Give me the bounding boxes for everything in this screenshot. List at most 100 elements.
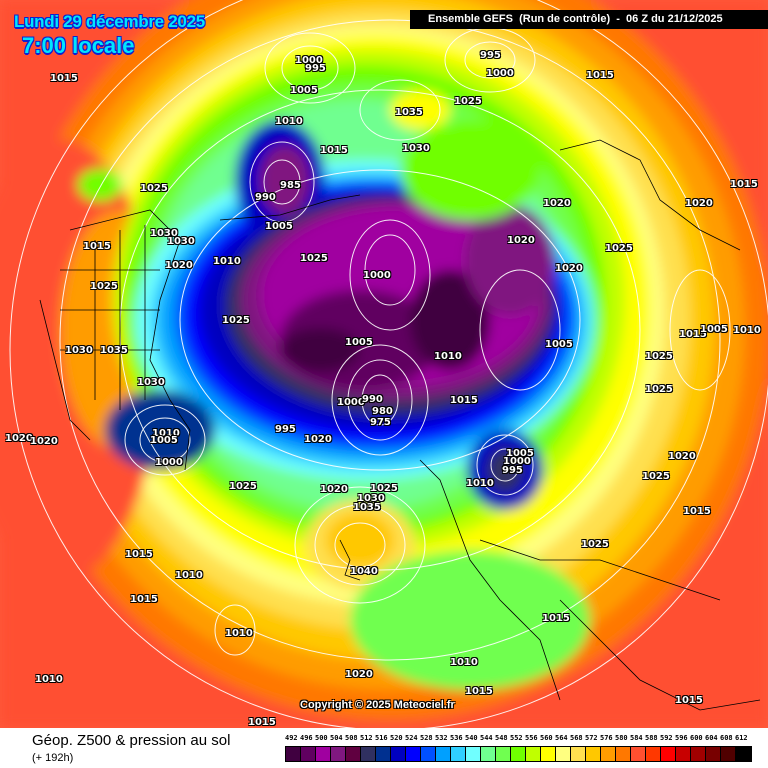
isobar-label: 1005	[290, 85, 318, 96]
legend-swatch	[571, 747, 586, 761]
isobar-label: 1005	[700, 324, 728, 335]
legend-value: 564	[555, 734, 568, 742]
isobar-label: 1020	[304, 434, 332, 445]
legend-value: 508	[345, 734, 358, 742]
isobar-label: 1025	[90, 281, 118, 292]
isobar-label: 1015	[542, 613, 570, 624]
legend-value: 504	[330, 734, 343, 742]
isobar-label: 1010	[434, 351, 462, 362]
legend-value: 584	[630, 734, 643, 742]
isobar-label: 1020	[30, 436, 58, 447]
legend-value: 544	[480, 734, 493, 742]
isobar-label: 1015	[320, 145, 348, 156]
isobar-label: 1025	[454, 96, 482, 107]
isobar-label: 995	[480, 50, 501, 61]
legend-value: 576	[600, 734, 613, 742]
isobar-label: 1010	[450, 657, 478, 668]
isobar-label: 975	[370, 417, 391, 428]
legend-value: 560	[540, 734, 553, 742]
isobar-label: 1000	[363, 270, 391, 281]
legend-swatch	[601, 747, 616, 761]
isobar-label: 1035	[100, 345, 128, 356]
map-footer: Géop. Z500 & pression au sol (+ 192h) 49…	[0, 728, 768, 768]
isobar-label: 1005	[345, 337, 373, 348]
legend-value: 516	[375, 734, 388, 742]
isobar-label: 1035	[353, 502, 381, 513]
isobar-label: 990	[362, 394, 383, 405]
chart-title: Géop. Z500 & pression au sol	[32, 732, 231, 749]
legend-swatch	[556, 747, 571, 761]
legend-value: 596	[675, 734, 688, 742]
isobar-label: 1010	[275, 116, 303, 127]
legend-swatch	[406, 747, 421, 761]
isobar-label: 995	[502, 465, 523, 476]
legend-swatch	[691, 747, 706, 761]
isobar-label: 1025	[222, 315, 250, 326]
isobar-label: 1015	[586, 70, 614, 81]
isobar-label: 1015	[83, 241, 111, 252]
legend-swatch	[361, 747, 376, 761]
isobar-label: 1000	[503, 456, 531, 467]
isobar-label: 1005	[506, 448, 534, 459]
isobar-label: 1035	[395, 107, 423, 118]
isobar-label: 1020	[345, 669, 373, 680]
isobar-label: 1000	[337, 397, 365, 408]
legend-swatch	[631, 747, 646, 761]
isobar-label: 1015	[248, 717, 276, 728]
isobar-label: 1000	[295, 55, 323, 66]
legend-swatch	[676, 747, 691, 761]
isobar-label: 1015	[679, 329, 707, 340]
isobar-label: 1015	[450, 395, 478, 406]
geopotential-field	[0, 0, 768, 728]
isobar-label: 1015	[50, 73, 78, 84]
model-run-banner: Ensemble GEFS (Run de contrôle) - 06 Z d…	[410, 10, 768, 29]
isobar-label: 1015	[130, 594, 158, 605]
legend-swatch	[391, 747, 406, 761]
legend-swatch	[706, 747, 721, 761]
legend-swatch	[466, 747, 481, 761]
isobar-label: 1020	[165, 260, 193, 271]
isobar-label: 1020	[668, 451, 696, 462]
legend-swatch	[721, 747, 736, 761]
isobar-label: 1005	[150, 435, 178, 446]
isobar-label: 1025	[300, 253, 328, 264]
isobar-label: 1005	[265, 221, 293, 232]
legend-swatch	[286, 747, 301, 761]
isobar-label: 1010	[466, 478, 494, 489]
legend-value: 528	[420, 734, 433, 742]
isobar-label: 1030	[167, 236, 195, 247]
legend-swatch	[301, 747, 316, 761]
legend-value: 572	[585, 734, 598, 742]
legend-value: 536	[450, 734, 463, 742]
legend-swatch	[616, 747, 631, 761]
isobar-label: 995	[305, 63, 326, 74]
legend-swatch	[376, 747, 391, 761]
isobar-label: 1020	[543, 198, 571, 209]
legend-swatch	[481, 747, 496, 761]
legend-swatch	[316, 747, 331, 761]
isobar-label: 1025	[581, 539, 609, 550]
isobar-label: 1015	[730, 179, 758, 190]
isobar-label: 1015	[125, 549, 153, 560]
isobar-label: 1025	[645, 384, 673, 395]
isobar-label: 1005	[545, 339, 573, 350]
isobar-label: 1020	[320, 484, 348, 495]
isobar-label: 1025	[370, 483, 398, 494]
legend-swatch	[331, 747, 346, 761]
isobar-label: 1025	[140, 183, 168, 194]
legend-value: 604	[705, 734, 718, 742]
isobar-label: 1020	[685, 198, 713, 209]
forecast-offset: (+ 192h)	[32, 752, 74, 764]
isobar-label: 1010	[225, 628, 253, 639]
legend-value: 548	[495, 734, 508, 742]
isobar-label: 1010	[175, 570, 203, 581]
isobar-label: 1020	[5, 433, 33, 444]
legend-value: 540	[465, 734, 478, 742]
legend-value: 612	[735, 734, 748, 742]
legend-value: 608	[720, 734, 733, 742]
legend-swatch	[736, 747, 751, 761]
isobar-label: 1010	[152, 428, 180, 439]
isobar-label: 1030	[150, 228, 178, 239]
copyright-notice: Copyright © 2025 Meteociel.fr	[300, 699, 455, 711]
isobar-label: 1030	[357, 493, 385, 504]
